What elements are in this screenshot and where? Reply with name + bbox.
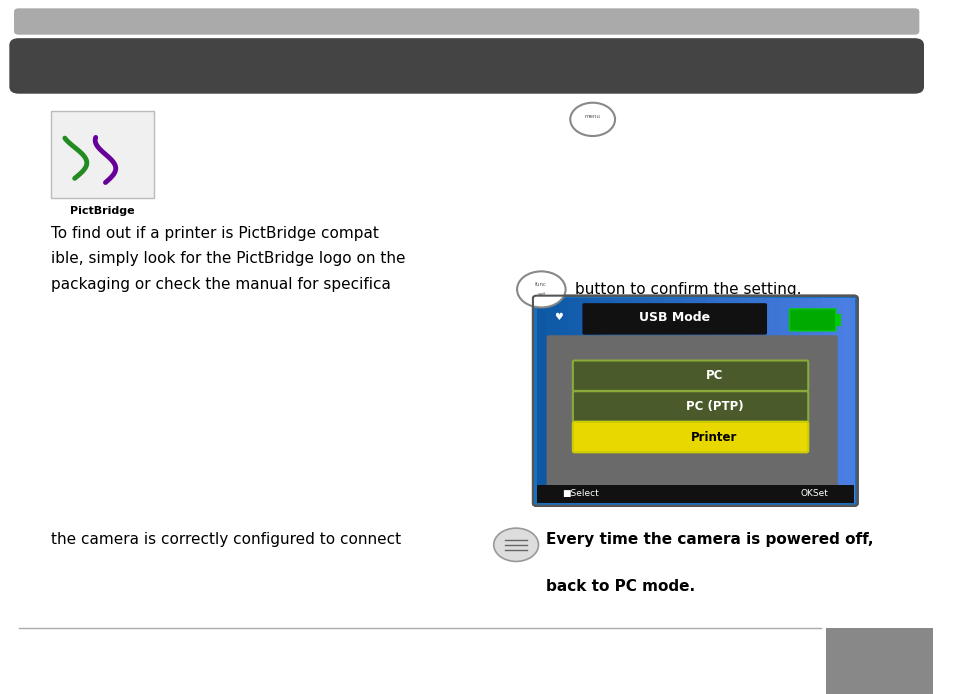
Text: To find out if a printer is PictBridge compat: To find out if a printer is PictBridge c… bbox=[51, 226, 378, 241]
Bar bbox=[537, 298, 548, 503]
Bar bbox=[834, 314, 841, 326]
Text: set: set bbox=[537, 291, 545, 297]
Bar bbox=[790, 298, 801, 503]
Text: ■Select: ■Select bbox=[561, 489, 598, 498]
Text: menu: menu bbox=[584, 114, 600, 119]
FancyBboxPatch shape bbox=[546, 335, 837, 486]
Bar bbox=[51, 111, 153, 198]
Bar bbox=[620, 298, 632, 503]
Text: func: func bbox=[535, 282, 547, 287]
Bar bbox=[578, 298, 590, 503]
FancyBboxPatch shape bbox=[10, 38, 923, 94]
Bar bbox=[825, 628, 932, 694]
Text: OKSet: OKSet bbox=[800, 489, 828, 498]
Text: PC: PC bbox=[705, 369, 722, 382]
Bar bbox=[821, 298, 833, 503]
Bar bbox=[547, 298, 558, 503]
Bar bbox=[705, 298, 717, 503]
Bar bbox=[780, 298, 791, 503]
Bar bbox=[768, 298, 781, 503]
Bar bbox=[801, 298, 812, 503]
Circle shape bbox=[494, 528, 537, 561]
Circle shape bbox=[517, 271, 565, 307]
Text: USB Mode: USB Mode bbox=[639, 312, 710, 324]
Text: back to PC mode.: back to PC mode. bbox=[545, 579, 695, 594]
Bar bbox=[558, 298, 569, 503]
Bar bbox=[726, 298, 738, 503]
Text: the camera is correctly configured to connect: the camera is correctly configured to co… bbox=[51, 532, 401, 548]
Text: ible, simply look for the PictBridge logo on the: ible, simply look for the PictBridge log… bbox=[51, 251, 405, 266]
Text: ♥: ♥ bbox=[554, 312, 562, 322]
FancyBboxPatch shape bbox=[573, 360, 807, 391]
Bar bbox=[674, 298, 685, 503]
FancyBboxPatch shape bbox=[789, 309, 835, 331]
Text: packaging or check the manual for specifica: packaging or check the manual for specif… bbox=[51, 277, 391, 292]
FancyBboxPatch shape bbox=[573, 391, 807, 422]
Bar bbox=[568, 298, 579, 503]
Text: PC (PTP): PC (PTP) bbox=[685, 400, 742, 413]
Bar bbox=[589, 298, 600, 503]
Bar bbox=[684, 298, 696, 503]
Bar bbox=[653, 298, 664, 503]
Bar bbox=[811, 298, 822, 503]
Bar bbox=[537, 484, 853, 503]
Bar bbox=[832, 298, 843, 503]
Bar bbox=[631, 298, 642, 503]
FancyBboxPatch shape bbox=[573, 422, 807, 452]
Bar bbox=[737, 298, 748, 503]
FancyBboxPatch shape bbox=[14, 8, 919, 35]
FancyBboxPatch shape bbox=[581, 303, 766, 335]
Bar bbox=[610, 298, 621, 503]
Text: Every time the camera is powered off,: Every time the camera is powered off, bbox=[545, 532, 873, 548]
Text: PictBridge: PictBridge bbox=[71, 206, 134, 216]
Bar bbox=[842, 298, 854, 503]
Bar bbox=[599, 298, 611, 503]
FancyBboxPatch shape bbox=[533, 296, 857, 506]
Text: button to confirm the setting.: button to confirm the setting. bbox=[575, 282, 801, 297]
Circle shape bbox=[570, 103, 615, 136]
Bar bbox=[663, 298, 675, 503]
Bar bbox=[758, 298, 769, 503]
Bar bbox=[695, 298, 706, 503]
Text: Printer: Printer bbox=[691, 431, 737, 443]
Bar bbox=[716, 298, 727, 503]
Bar bbox=[641, 298, 653, 503]
Bar bbox=[747, 298, 759, 503]
